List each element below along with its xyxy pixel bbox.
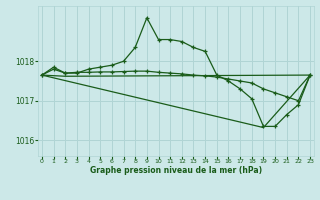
X-axis label: Graphe pression niveau de la mer (hPa): Graphe pression niveau de la mer (hPa) [90, 166, 262, 175]
